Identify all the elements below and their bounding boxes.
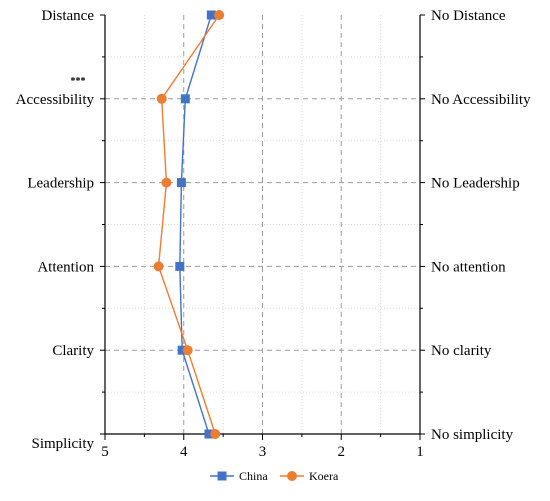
legend-layer: China Koera [210, 469, 339, 483]
series-line-koera [157, 14, 220, 435]
data-point-china [177, 345, 187, 355]
data-point-china [180, 94, 190, 104]
x-tick-label: 1 [416, 444, 424, 460]
legend-marker-koera [287, 471, 297, 481]
grid-layer [105, 15, 420, 434]
label-layer: 5 4 3 2 1 Distance Accessibility Leadership Atte… [16, 8, 531, 460]
right-category-label: No clarity [431, 343, 492, 359]
legend-label-koera: Koera [309, 469, 339, 483]
x-tick-label: 3 [259, 444, 267, 460]
right-category-label: No Leadership [431, 176, 520, 192]
axis-layer [100, 14, 425, 440]
data-point-koera [182, 345, 193, 356]
left-category-label: Leadership [27, 176, 94, 192]
x-tick-label: 2 [338, 444, 346, 460]
data-point-koera [214, 10, 225, 20]
x-tick-label: 4 [180, 444, 188, 460]
data-point-china [204, 429, 214, 439]
right-category-label: No attention [431, 259, 506, 275]
data-point-koera [161, 177, 172, 188]
legend-label-china: China [239, 469, 268, 483]
data-point-china [176, 178, 186, 188]
x-tick-label: 5 [101, 444, 109, 460]
series-line-china [179, 14, 212, 435]
data-point-china [206, 10, 216, 20]
left-category-label: Simplicity [31, 436, 94, 452]
right-category-label: No Accessibility [431, 92, 531, 108]
data-point-koera [156, 93, 167, 104]
right-category-label: No simplicity [431, 427, 514, 443]
left-category-label: Clarity [52, 343, 94, 359]
right-category-label: No Distance [431, 8, 506, 24]
data-point-koera [210, 429, 221, 439]
series-layer [153, 10, 225, 439]
left-category-label: Attention [37, 259, 94, 275]
significance-mark: *** [71, 76, 86, 87]
data-point-koera [153, 261, 164, 272]
data-point-china [175, 261, 185, 271]
left-category-label: Accessibility [16, 92, 95, 108]
left-category-label: Distance [42, 8, 95, 24]
legend-marker-china [217, 471, 227, 481]
